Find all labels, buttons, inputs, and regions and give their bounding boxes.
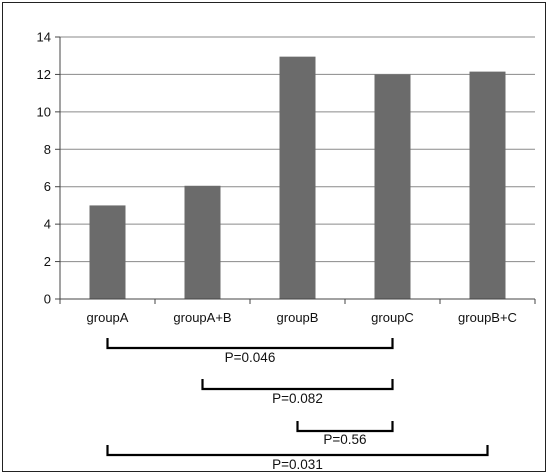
significance-bracket bbox=[201, 379, 394, 391]
x-category-label: groupA bbox=[87, 310, 129, 325]
bar bbox=[279, 56, 316, 300]
x-category-label: groupA+B bbox=[173, 310, 231, 325]
bars bbox=[89, 56, 506, 300]
bar bbox=[469, 71, 506, 299]
y-tick-label: 2 bbox=[44, 254, 51, 269]
significance-bracket bbox=[296, 421, 394, 433]
bar bbox=[89, 205, 126, 299]
significance-bracket bbox=[106, 445, 489, 457]
y-tick-label: 14 bbox=[37, 30, 51, 45]
significance-brackets: P=0.046 P=0.082 P=0.56P=0.031 bbox=[106, 338, 489, 472]
y-tick-label: 6 bbox=[44, 179, 51, 194]
x-category-label: groupB bbox=[277, 310, 319, 325]
p-value-label: P=0.082 bbox=[272, 391, 323, 406]
y-tick-label: 10 bbox=[37, 104, 51, 119]
significance-bracket bbox=[106, 338, 394, 350]
y-tick-label: 4 bbox=[44, 217, 51, 232]
axes bbox=[55, 36, 536, 304]
x-category-label: groupB+C bbox=[458, 310, 517, 325]
p-value-label: P=0.046 bbox=[225, 350, 276, 365]
y-tick-label: 8 bbox=[44, 142, 51, 157]
x-category-labels: groupA groupA+B groupB groupC groupB+C bbox=[87, 310, 517, 325]
bar bbox=[374, 74, 411, 299]
x-category-label: groupC bbox=[371, 310, 414, 325]
y-tick-labels: 0 2 4 6 8 10 12 14 bbox=[37, 30, 51, 307]
p-value-label: P=0.56 bbox=[323, 432, 366, 447]
y-tick-label: 0 bbox=[44, 292, 51, 307]
bar bbox=[184, 185, 221, 299]
p-value-label: P=0.031 bbox=[272, 457, 323, 472]
y-tick-label: 12 bbox=[37, 67, 51, 82]
